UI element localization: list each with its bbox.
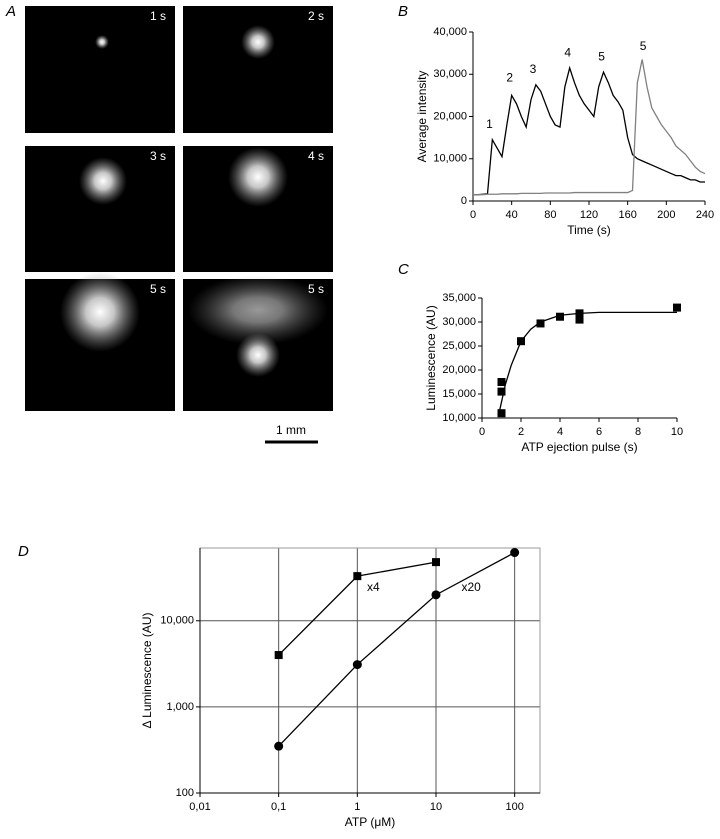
annotation: 1 (486, 117, 493, 131)
frame-label: 3 s (150, 149, 166, 163)
marker (431, 590, 441, 600)
blob (236, 333, 280, 377)
marker (510, 548, 520, 558)
y-tick-label: 20,000 (433, 110, 467, 122)
blob (79, 157, 127, 205)
marker (352, 660, 362, 670)
y-tick-label: 0 (461, 195, 467, 207)
blob (95, 35, 109, 49)
panel-label: A (5, 3, 16, 20)
y-tick-label: 30,000 (433, 68, 467, 80)
marker (575, 309, 584, 318)
scale-bar-label: 1 mm (276, 423, 306, 437)
y-tick-label: 15,000 (442, 388, 476, 400)
marker (673, 303, 681, 312)
marker (274, 741, 284, 751)
frame-label: 5 s (308, 282, 324, 296)
marker (575, 315, 584, 324)
y-axis-label: Luminescence (AU) (424, 305, 438, 410)
annotation: x20 (461, 580, 481, 594)
frame-label: 1 s (150, 9, 166, 23)
panel-label: B (398, 3, 408, 20)
y-tick-label: 1,000 (166, 701, 194, 713)
y-tick-label: 35,000 (442, 292, 476, 304)
marker (353, 572, 362, 581)
marker (274, 651, 283, 660)
x-tick-label: 4 (557, 426, 563, 438)
x-tick-label: 120 (580, 209, 598, 221)
marker (536, 319, 545, 328)
y-tick-label: 25,000 (442, 340, 476, 352)
y-tick-label: 40,000 (433, 26, 467, 38)
marker (556, 312, 564, 321)
y-tick-label: 20,000 (442, 364, 476, 376)
panel-label: C (398, 261, 409, 278)
x-tick-label: 240 (696, 209, 714, 221)
x-tick-label: 10 (430, 801, 442, 813)
axes (199, 548, 540, 794)
series-line (473, 59, 706, 196)
x-tick-label: 8 (635, 426, 641, 438)
x-tick-label: 6 (596, 426, 602, 438)
blob (228, 147, 288, 207)
annotation: 4 (564, 45, 571, 59)
frame-label: 4 s (308, 149, 324, 163)
annotation: x4 (367, 580, 380, 594)
x-axis-label: ATP (μM) (345, 815, 395, 829)
y-tick-label: 10,000 (160, 615, 194, 627)
x-tick-label: 0,1 (271, 801, 286, 813)
annotation: 5 (598, 50, 605, 64)
annotation: 3 (530, 62, 537, 76)
x-axis-label: Time (s) (567, 223, 611, 237)
x-tick-label: 10 (671, 426, 683, 438)
panel-label: D (18, 543, 29, 560)
x-tick-label: 0 (470, 209, 476, 221)
image-frames (25, 6, 333, 411)
y-tick-label: 10,000 (433, 153, 467, 165)
x-axis-label: ATP ejection pulse (s) (521, 440, 637, 454)
x-tick-label: 160 (618, 209, 636, 221)
series-line (473, 65, 705, 196)
fit-line (498, 311, 677, 411)
x-tick-label: 1 (354, 801, 360, 813)
x-tick-label: 2 (518, 426, 524, 438)
marker (497, 387, 506, 396)
blob (60, 272, 140, 352)
axes (472, 32, 705, 202)
x-tick-label: 80 (544, 209, 556, 221)
frame-label: 5 s (150, 282, 166, 296)
y-axis-label: Average intensity (415, 71, 429, 163)
x-tick-label: 40 (506, 209, 518, 221)
annotation: 5 (640, 39, 647, 53)
y-tick-label: 30,000 (442, 316, 476, 328)
annotation: 2 (506, 71, 513, 85)
blob (188, 275, 328, 345)
x-tick-label: 0 (479, 426, 485, 438)
frame (25, 6, 175, 133)
x-tick-label: 100 (505, 801, 523, 813)
x-tick-label: 0,01 (189, 801, 210, 813)
axes (481, 298, 677, 419)
marker (517, 337, 525, 346)
blob (241, 25, 275, 59)
frame-label: 2 s (308, 9, 324, 23)
x-tick-label: 200 (657, 209, 675, 221)
y-axis-label: Δ Luminescence (AU) (140, 612, 154, 728)
y-tick-label: 10,000 (442, 412, 476, 424)
marker (497, 378, 506, 386)
y-tick-label: 100 (176, 787, 194, 799)
marker (497, 409, 506, 418)
marker (431, 558, 440, 567)
series-line (278, 551, 515, 747)
